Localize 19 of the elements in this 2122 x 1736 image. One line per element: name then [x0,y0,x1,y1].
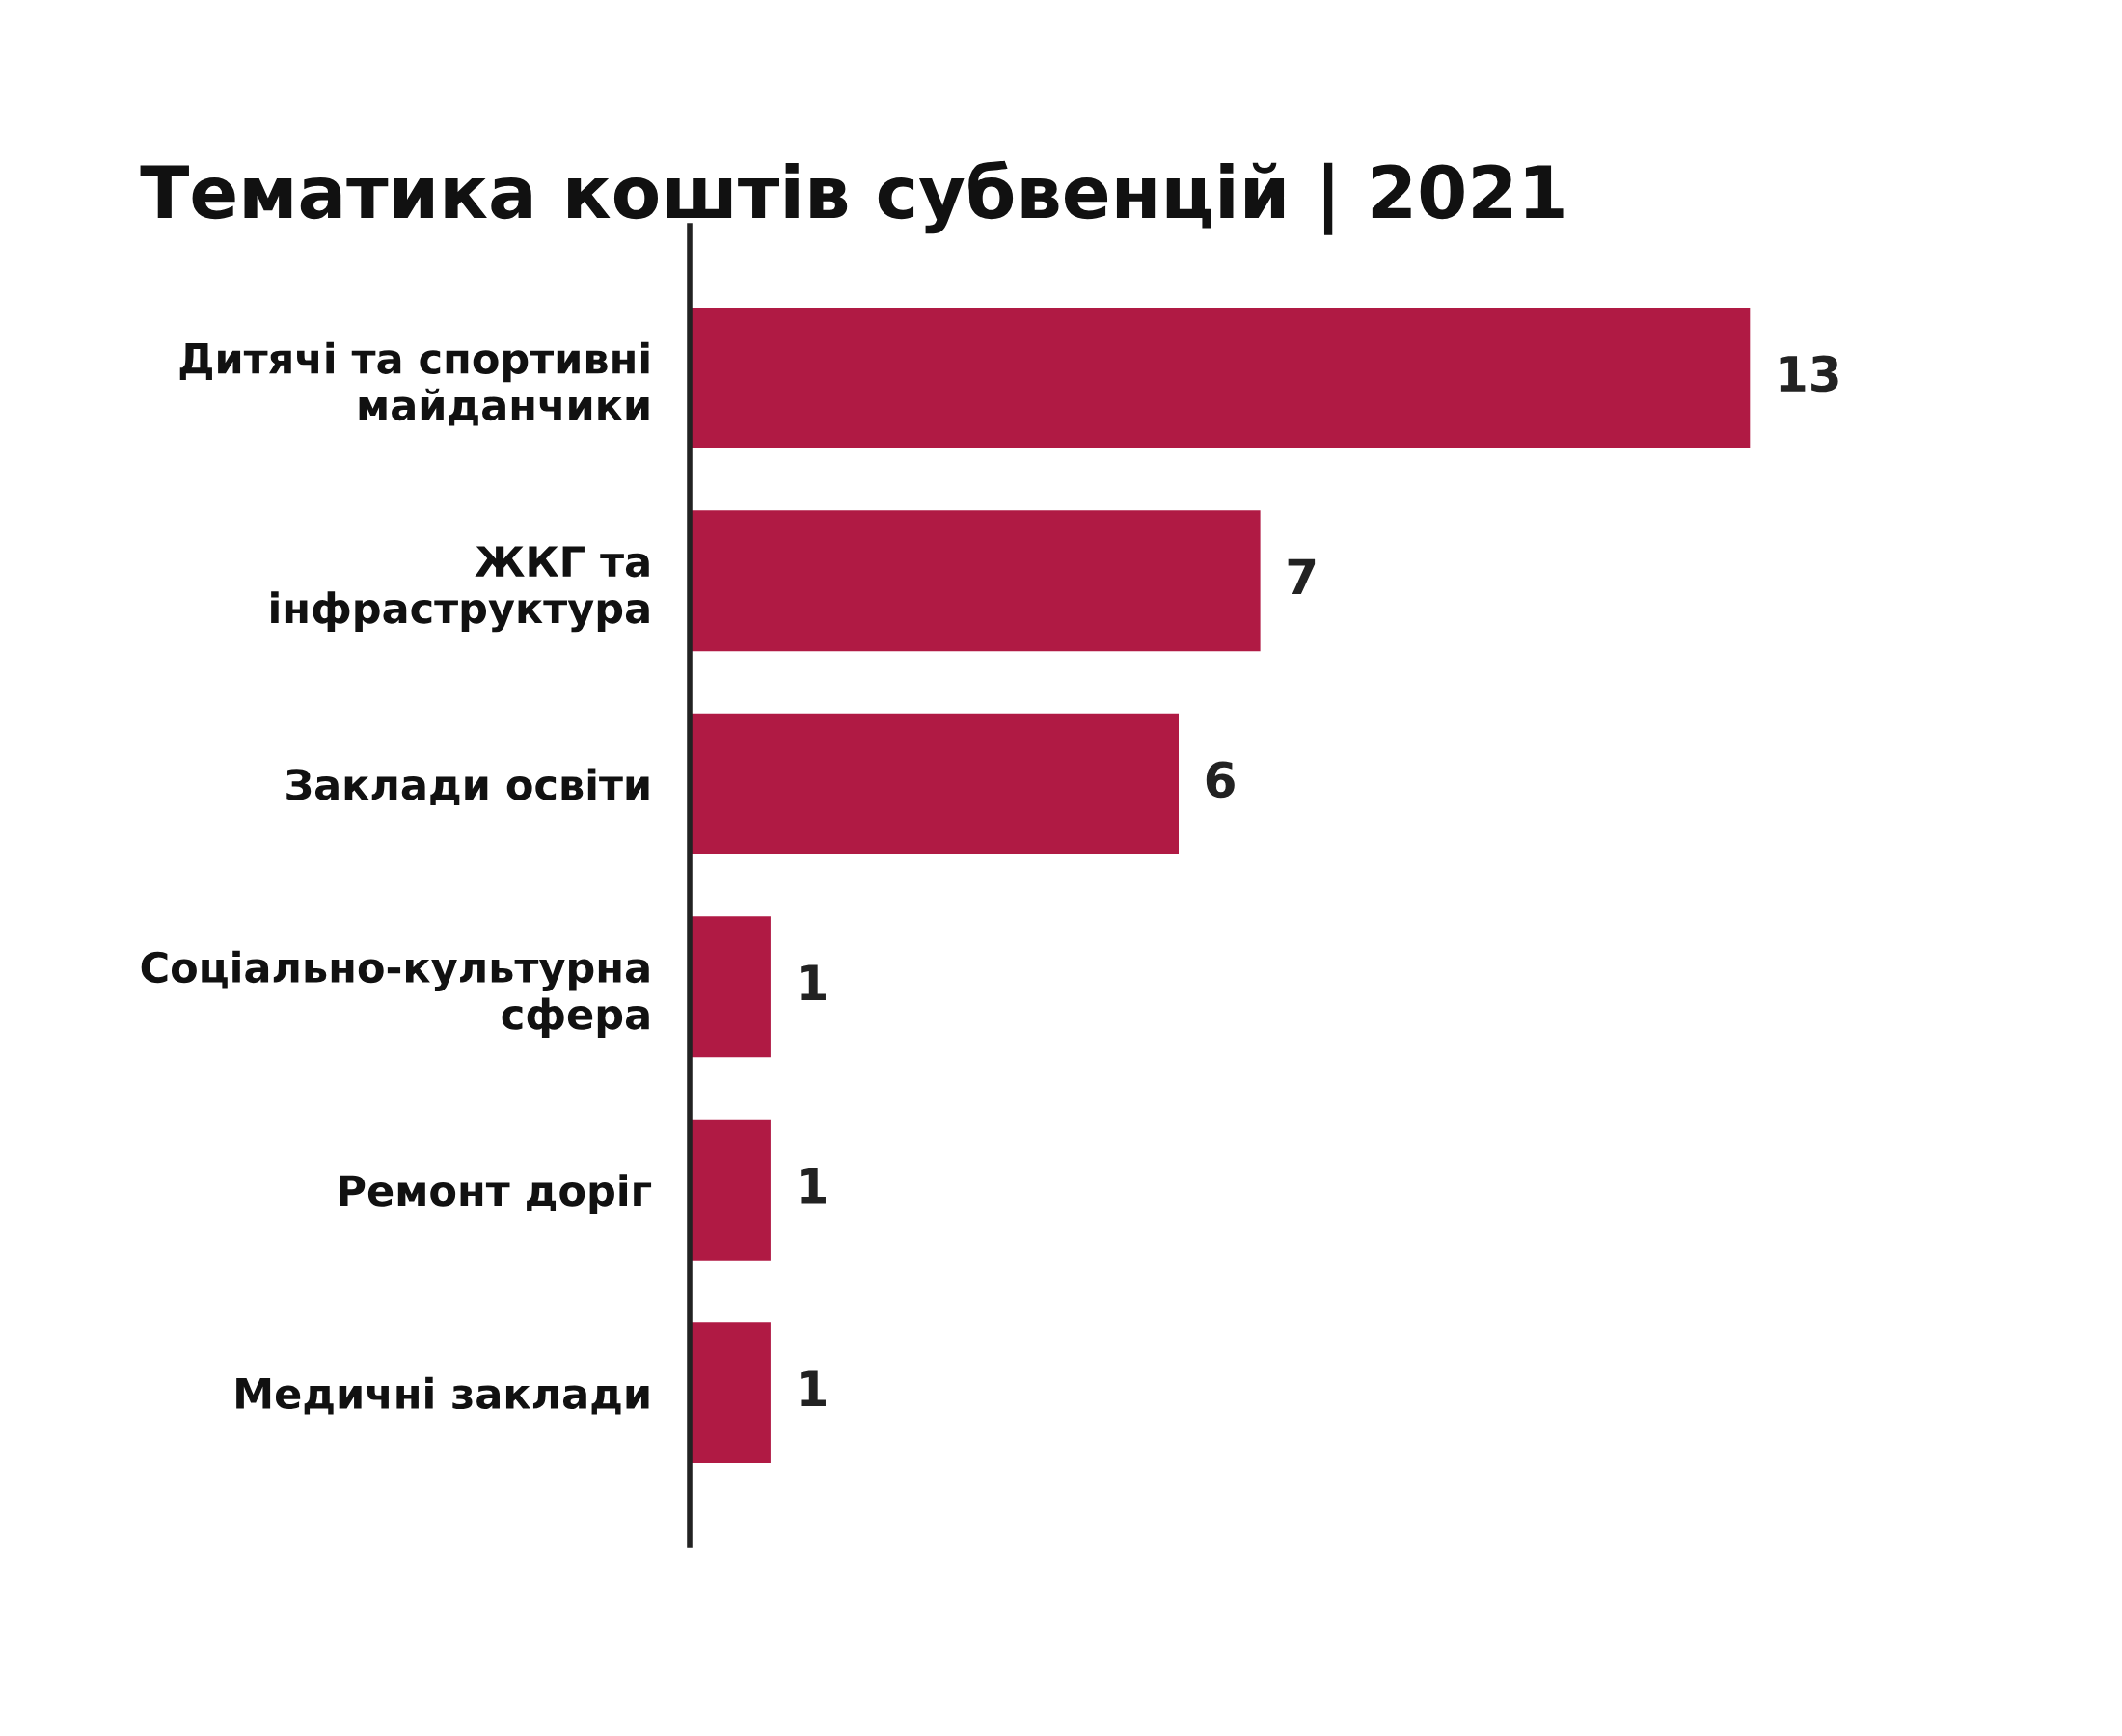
data-label: 7 [1288,558,1316,595]
data-label: 6 [1206,761,1235,799]
bar [690,914,773,1059]
bar [690,712,1181,856]
y-tick-label: ЖКГ та інфраструктура [271,546,649,633]
data-label: 1 [801,1370,826,1406]
y-tick-label: Дитячі та спортивні майданчики [179,341,649,426]
bar [690,306,1752,450]
data-label: 1 [801,1168,826,1204]
y-tick-label: Заклади освіти [286,768,649,806]
bar [690,1320,773,1465]
data-label: 1 [801,964,826,1001]
y-tick-label: Соціально-культурна сфера [141,950,649,1039]
bar [690,1118,773,1262]
y-tick-label: Ремонт доріг [340,1174,652,1214]
bar [690,508,1263,653]
chart-title: Тематика коштів субвенцій | 2021 [140,160,1564,235]
data-label: 13 [1780,355,1838,393]
y-tick-label: Медичні заклади [236,1376,649,1415]
